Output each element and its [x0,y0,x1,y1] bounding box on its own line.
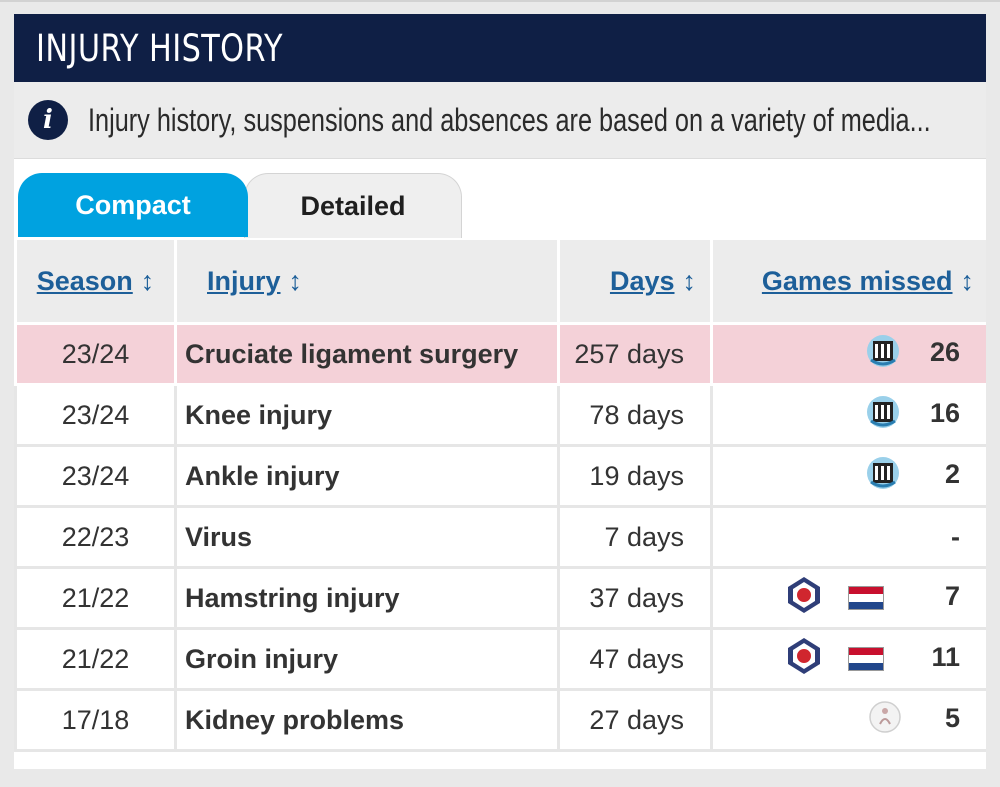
lille-crest-icon[interactable] [784,636,824,683]
injury-history-panel: INJURY HISTORY i Injury history, suspens… [14,14,986,769]
column-header-season[interactable]: Season ↕ [14,237,177,325]
games-missed-cell: 16 [710,383,986,447]
days-cell: 257 days [557,322,713,386]
column-header-days[interactable]: Days ↕ [557,237,713,325]
sort-link-games-missed[interactable]: Games missed [761,265,953,296]
days-cell: 78 days [557,383,713,447]
season-cell: 21/22 [14,566,177,630]
info-banner[interactable]: i Injury history, suspensions and absenc… [14,82,986,159]
table-row: 23/24 Knee injury 78 days 16 [14,383,986,447]
ajax-crest-icon[interactable] [868,700,902,741]
sort-link-injury[interactable]: Injury [207,265,281,296]
games-missed-value: - [951,521,960,552]
tab-bar: Detailed Compact [14,159,986,238]
table-row: 17/18 Kidney problems 27 days 5 [14,688,986,752]
panel-header: INJURY HISTORY [14,14,986,82]
season-cell: 23/24 [14,444,177,508]
tab-compact[interactable]: Compact [18,173,248,237]
injury-cell: Knee injury [174,383,560,447]
sort-icon[interactable]: ↕ [140,265,155,296]
table-row: 23/24 Ankle injury 19 days 2 [14,444,986,508]
column-header-games-missed[interactable]: Games missed ↕ [710,237,986,325]
games-missed-cell: 7 [710,566,986,630]
games-missed-value: 26 [929,337,960,368]
games-missed-cell: - [710,505,986,569]
sort-icon[interactable]: ↕ [682,265,697,296]
lille-crest-icon[interactable] [784,575,824,622]
season-cell: 21/22 [14,627,177,691]
injury-cell: Ankle injury [174,444,560,508]
games-missed-cell: 2 [710,444,986,508]
table-row: 22/23 Virus 7 days - [14,505,986,569]
netherlands-flag-icon [848,647,884,671]
table-row: 21/22 Hamstring injury 37 days 7 [14,566,986,630]
tab-detailed[interactable]: Detailed [244,173,462,238]
table-row: 21/22 Groin injury 47 days 11 [14,627,986,691]
newcastle-crest-icon[interactable] [864,393,902,438]
injury-cell: Virus [174,505,560,569]
top-divider [0,0,1000,2]
season-cell: 17/18 [14,688,177,752]
season-cell: 23/24 [14,383,177,447]
column-header-injury[interactable]: Injury ↕ [174,237,560,325]
games-missed-cell: 26 [710,322,986,386]
sort-icon[interactable]: ↕ [288,265,303,296]
games-missed-value: 5 [944,703,960,734]
games-missed-value: 7 [944,581,960,612]
days-cell: 37 days [557,566,713,630]
days-cell: 7 days [557,505,713,569]
season-cell: 23/24 [14,322,177,386]
sort-link-season[interactable]: Season [36,265,133,296]
games-missed-cell: 11 [710,627,986,691]
sort-link-days[interactable]: Days [609,265,675,296]
days-cell: 27 days [557,688,713,752]
info-icon: i [28,100,68,140]
games-missed-value: 16 [929,398,960,429]
info-text: Injury history, suspensions and absences… [88,101,931,138]
games-missed-value: 2 [944,459,960,490]
panel-title: INJURY HISTORY [36,26,283,70]
newcastle-crest-icon[interactable] [864,332,902,377]
netherlands-flag-icon [848,586,884,610]
table-header-row: Season ↕ Injury ↕ Days ↕ Games missed ↕ [14,237,986,325]
games-missed-cell: 5 [710,688,986,752]
games-missed-value: 11 [931,642,960,673]
sort-icon[interactable]: ↕ [960,265,975,296]
injury-cell: Kidney problems [174,688,560,752]
season-cell: 22/23 [14,505,177,569]
days-cell: 47 days [557,627,713,691]
injury-cell: Groin injury [174,627,560,691]
newcastle-crest-icon[interactable] [864,454,902,499]
table-row: 23/24 Cruciate ligament surgery 257 days… [14,322,986,386]
injury-table: Season ↕ Injury ↕ Days ↕ Games missed ↕ 23/2… [14,237,986,752]
injury-cell: Cruciate ligament surgery [174,322,560,386]
injury-cell: Hamstring injury [174,566,560,630]
days-cell: 19 days [557,444,713,508]
